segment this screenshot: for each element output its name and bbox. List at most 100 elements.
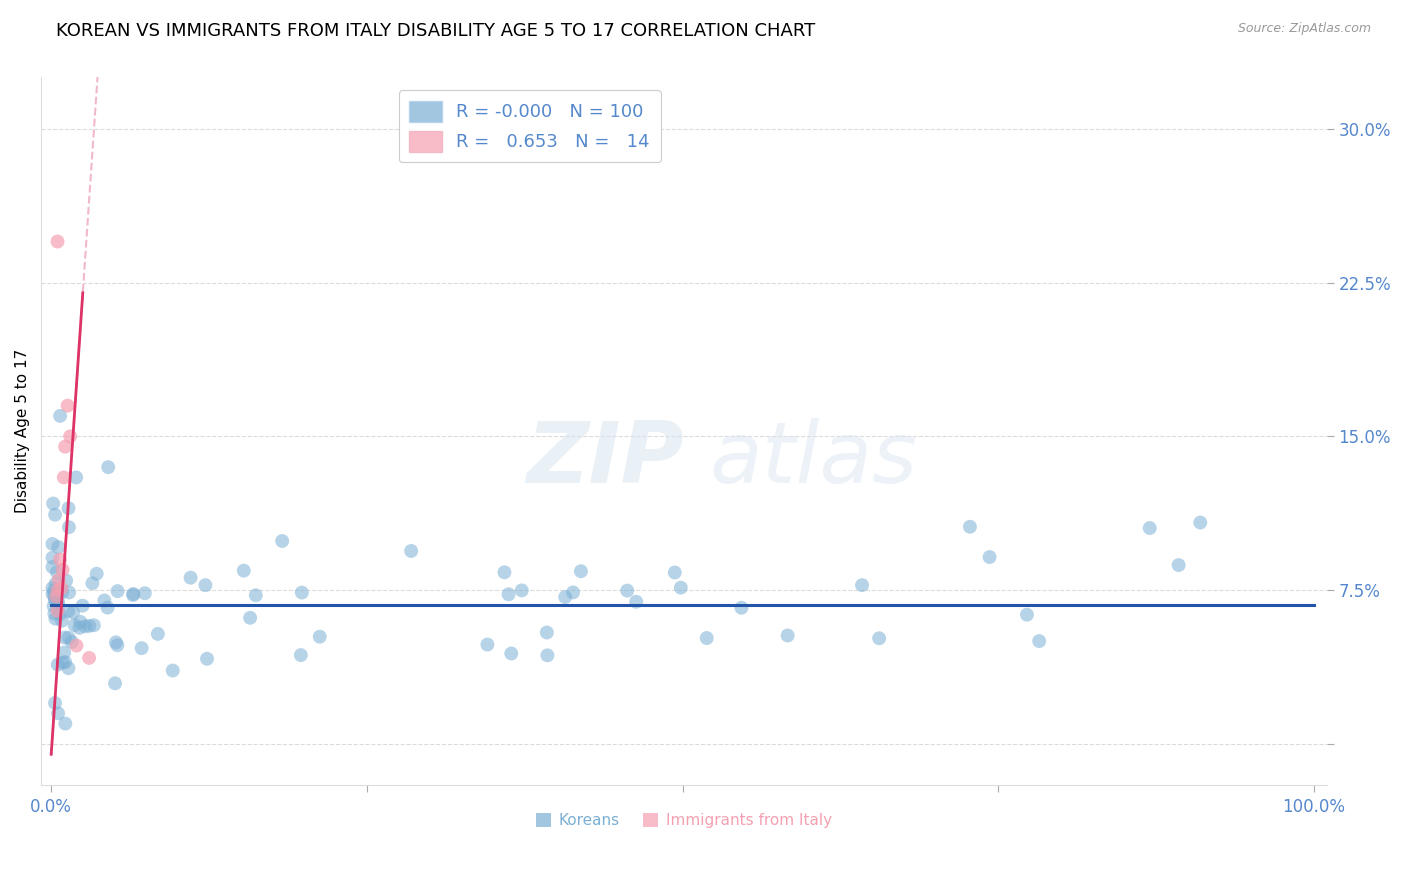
Point	[42, 599, 65, 613]
Point	[46, 598, 69, 612]
Point	[616, 583, 638, 598]
Point	[494, 566, 516, 580]
Point	[46, 595, 69, 609]
Point	[55, 574, 77, 588]
Point	[851, 578, 873, 592]
Point	[53, 655, 76, 669]
Point	[69, 615, 91, 629]
Point	[868, 632, 890, 646]
Point	[41, 550, 63, 565]
Point	[82, 576, 104, 591]
Point	[477, 638, 499, 652]
Point	[776, 628, 799, 642]
Point	[1015, 607, 1038, 622]
Point	[41, 560, 63, 574]
Point	[291, 585, 314, 599]
Point	[53, 440, 76, 454]
Point	[239, 611, 262, 625]
Point	[104, 676, 127, 690]
Point	[1139, 521, 1161, 535]
Point	[58, 520, 80, 534]
Point	[62, 606, 84, 620]
Point	[134, 586, 156, 600]
Point	[51, 614, 73, 628]
Point	[104, 635, 127, 649]
Point	[41, 587, 63, 601]
Point	[48, 573, 70, 587]
Point	[41, 537, 63, 551]
Text: ZIP: ZIP	[526, 418, 683, 501]
Point	[42, 587, 65, 601]
Point	[194, 578, 217, 592]
Point	[79, 619, 101, 633]
Point	[399, 544, 422, 558]
Point	[72, 599, 94, 613]
Point	[1028, 634, 1050, 648]
Point	[96, 600, 118, 615]
Point	[83, 618, 105, 632]
Point	[60, 635, 83, 649]
Point	[510, 583, 533, 598]
Point	[730, 600, 752, 615]
Point	[536, 648, 558, 663]
Point	[569, 564, 592, 578]
Text: Source: ZipAtlas.com: Source: ZipAtlas.com	[1237, 22, 1371, 36]
Point	[58, 631, 80, 645]
Point	[122, 588, 145, 602]
Point	[308, 630, 330, 644]
Point	[58, 501, 80, 516]
Point	[44, 591, 66, 605]
Point	[46, 706, 69, 721]
Point	[498, 587, 520, 601]
Point	[44, 582, 66, 597]
Point	[554, 590, 576, 604]
Point	[58, 604, 80, 618]
Point	[44, 696, 66, 710]
Point	[122, 587, 145, 601]
Point	[53, 631, 76, 645]
Point	[146, 627, 169, 641]
Point	[53, 646, 76, 660]
Point	[45, 590, 67, 604]
Point	[664, 566, 686, 580]
Point	[46, 657, 69, 672]
Point	[536, 625, 558, 640]
Point	[46, 583, 69, 598]
Legend: Koreans, Immigrants from Italy: Koreans, Immigrants from Italy	[530, 806, 838, 834]
Point	[1189, 516, 1212, 530]
Point	[105, 638, 128, 652]
Point	[77, 651, 100, 665]
Point	[959, 520, 981, 534]
Point	[51, 581, 73, 595]
Point	[41, 581, 63, 595]
Point	[232, 564, 254, 578]
Point	[53, 716, 76, 731]
Y-axis label: Disability Age 5 to 17: Disability Age 5 to 17	[15, 349, 30, 514]
Point	[52, 656, 75, 670]
Point	[42, 497, 65, 511]
Point	[979, 550, 1001, 565]
Point	[51, 585, 73, 599]
Point	[56, 399, 79, 413]
Point	[93, 593, 115, 607]
Point	[45, 565, 67, 579]
Point	[195, 652, 218, 666]
Point	[97, 460, 120, 475]
Point	[59, 429, 82, 443]
Text: atlas: atlas	[710, 418, 918, 501]
Point	[44, 607, 66, 621]
Point	[52, 470, 75, 484]
Point	[669, 581, 692, 595]
Point	[501, 647, 523, 661]
Point	[49, 552, 72, 566]
Point	[46, 604, 69, 618]
Point	[624, 595, 647, 609]
Point	[44, 612, 66, 626]
Point	[46, 540, 69, 554]
Point	[46, 235, 69, 249]
Point	[63, 618, 86, 632]
Point	[65, 639, 87, 653]
Point	[162, 664, 184, 678]
Text: KOREAN VS IMMIGRANTS FROM ITALY DISABILITY AGE 5 TO 17 CORRELATION CHART: KOREAN VS IMMIGRANTS FROM ITALY DISABILI…	[56, 22, 815, 40]
Point	[245, 588, 267, 602]
